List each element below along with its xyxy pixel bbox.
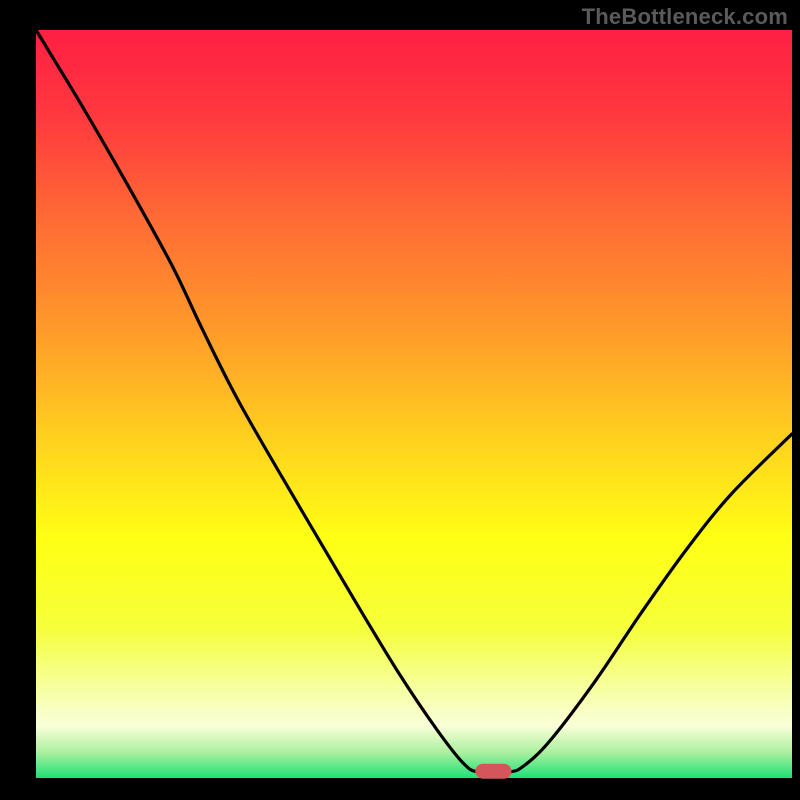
chart-stage: TheBottleneck.com <box>0 0 800 800</box>
bottleneck-chart-svg <box>0 0 800 800</box>
watermark-text: TheBottleneck.com <box>582 4 788 30</box>
optimal-point-marker <box>475 764 511 779</box>
plot-background <box>36 30 792 778</box>
